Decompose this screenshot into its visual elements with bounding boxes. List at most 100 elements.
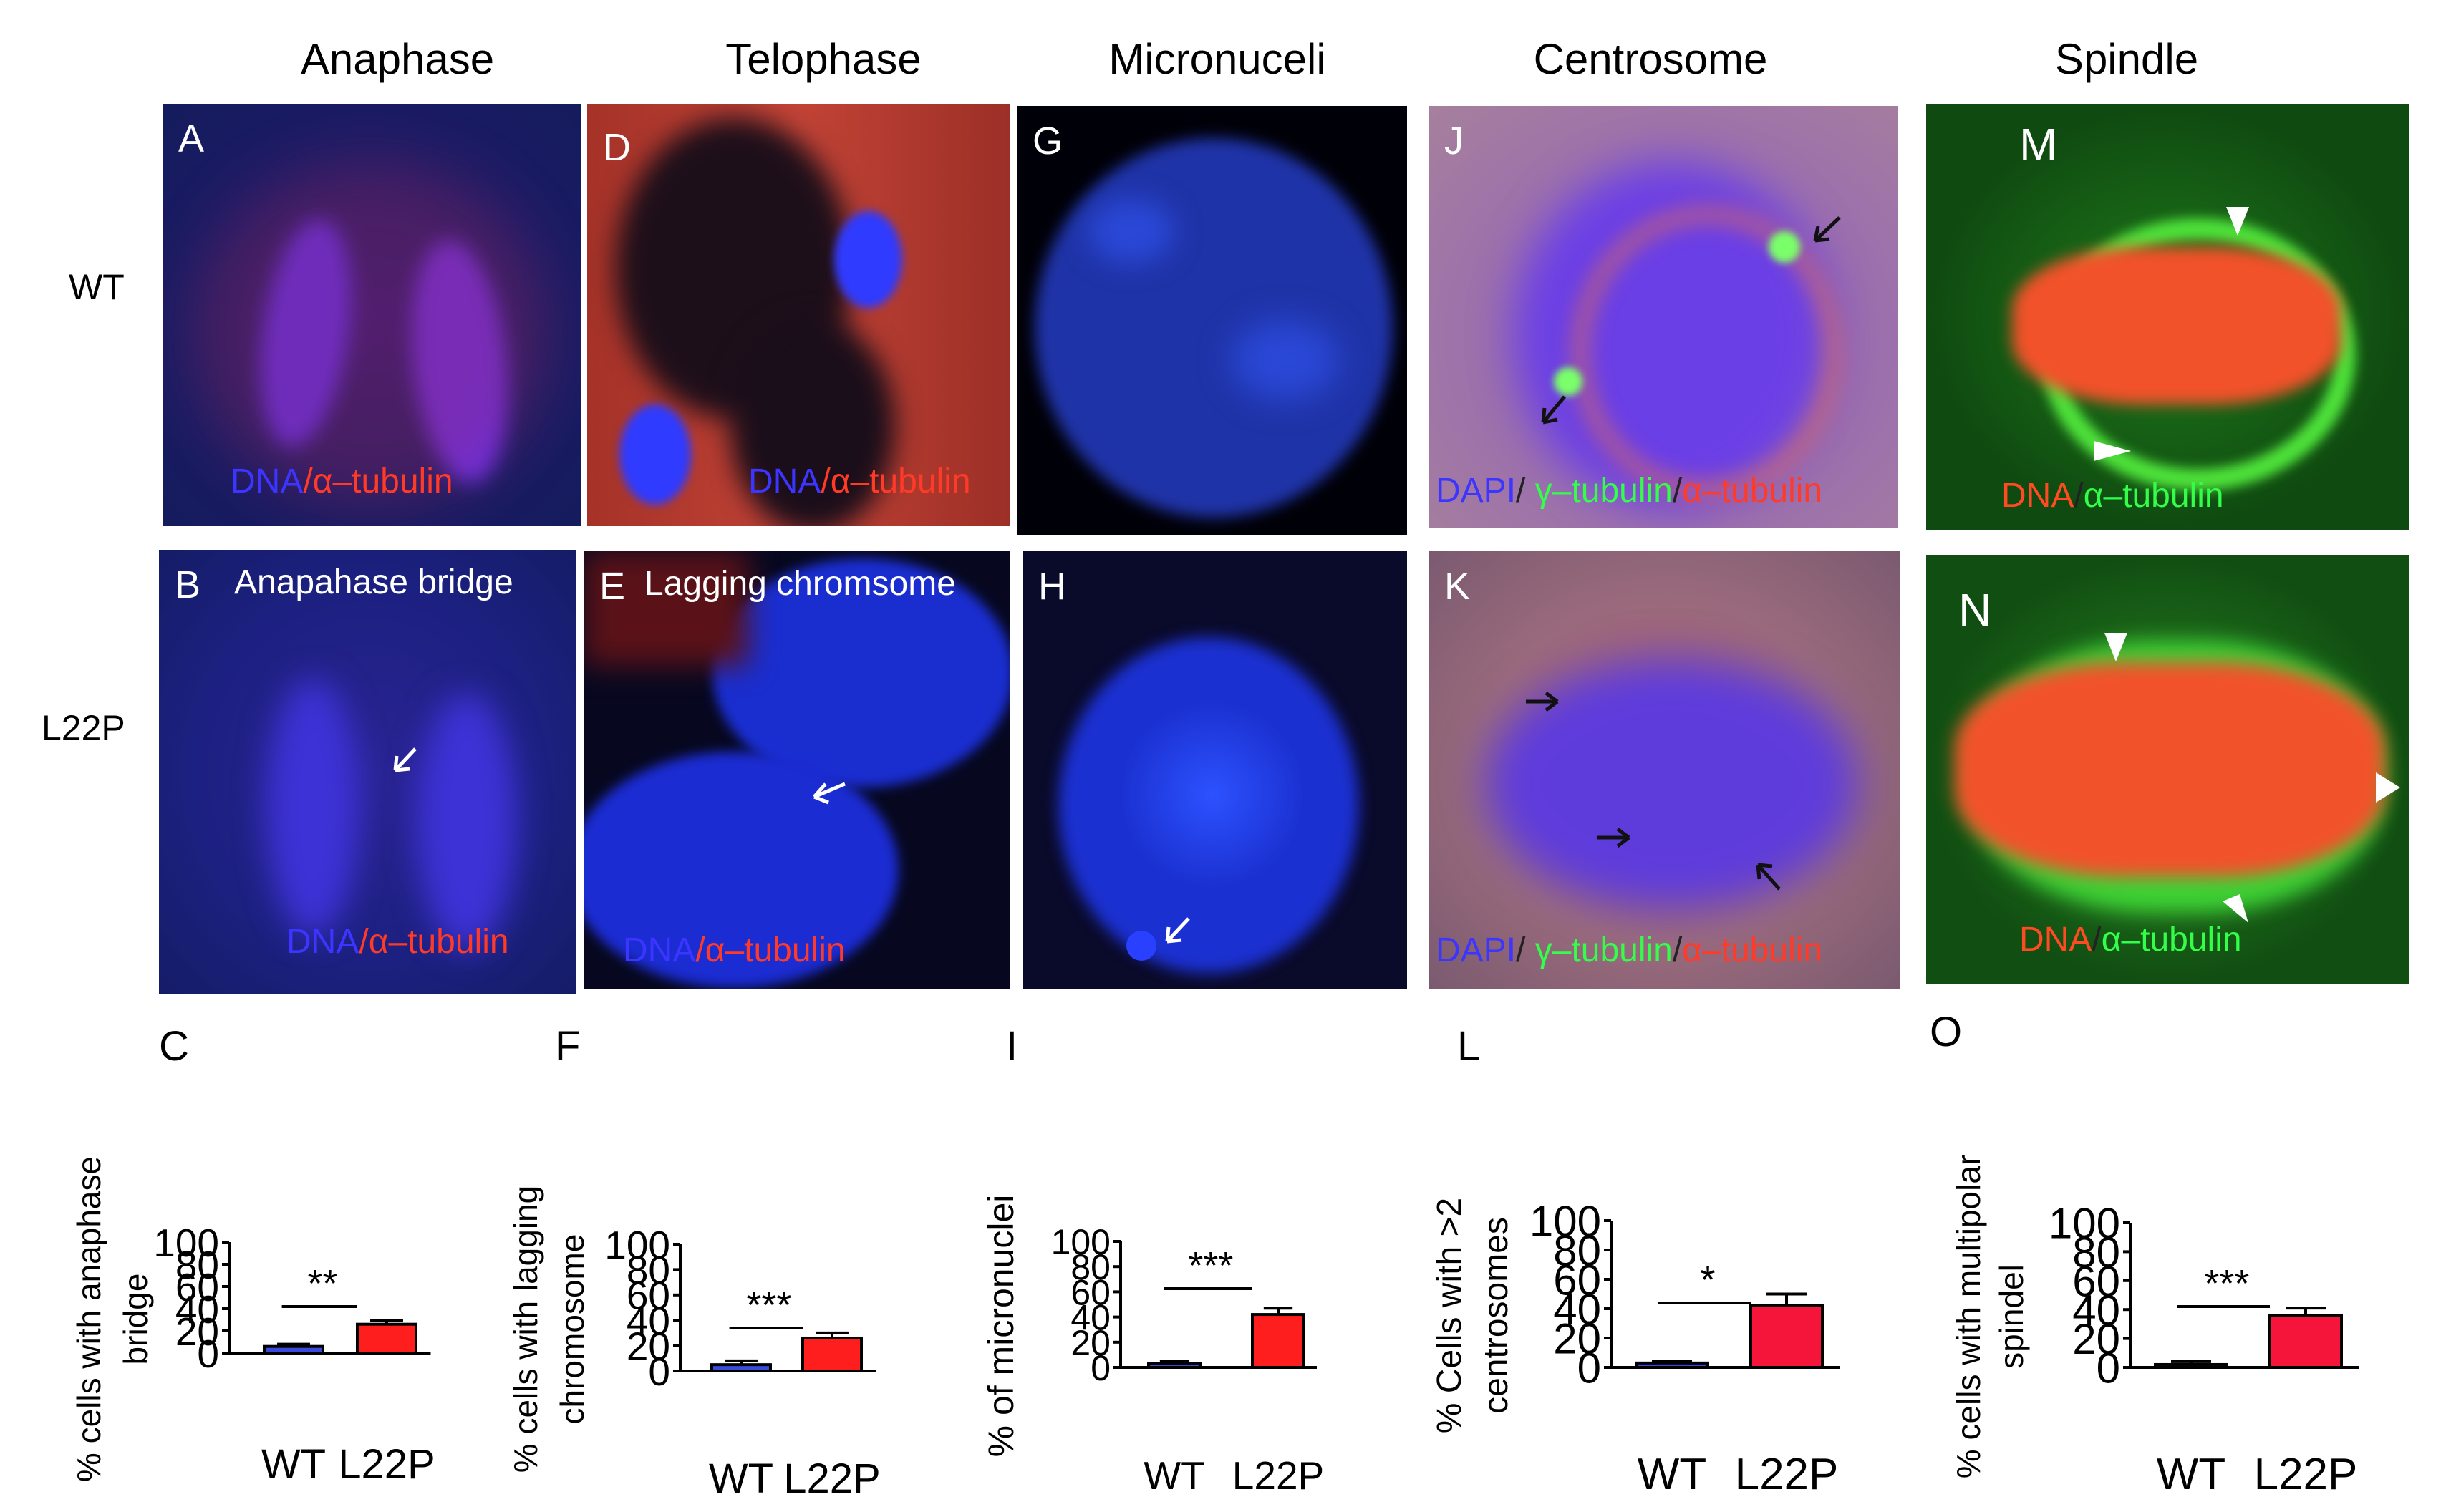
- arrow-icon: [1813, 216, 1841, 243]
- x-category-label: L22P: [338, 1441, 435, 1488]
- y-tick-label: 20: [1070, 1323, 1111, 1363]
- panel-letter-b: B: [175, 563, 201, 606]
- y-axis-label: spindel: [1993, 1264, 2030, 1369]
- y-axis-label: chromosome: [554, 1234, 591, 1425]
- y-tick-label: 40: [627, 1299, 670, 1343]
- y-tick-label: 80: [1553, 1227, 1601, 1275]
- column-header-telophase: Telophase: [725, 35, 922, 83]
- x-category-label: WT: [1144, 1453, 1205, 1498]
- stain-label-n: DNA/α–tubulin: [2019, 921, 2242, 959]
- arrowhead-icon: [2094, 441, 2131, 461]
- y-axis-label: % cells with anaphase: [70, 1156, 107, 1482]
- panel-letter-a: A: [178, 117, 205, 160]
- micrograph-panel-k: K DAPI/ γ–tubulin/α–tubulin: [1429, 551, 1900, 989]
- y-tick-label: 100: [2049, 1200, 2120, 1248]
- significance-stars: **: [307, 1262, 337, 1305]
- significance-stars: *: [1700, 1259, 1715, 1302]
- micrograph-panel-d: D DNA/α–tubulin: [587, 104, 1010, 526]
- bar-wt: [1147, 1362, 1202, 1370]
- y-tick-label: 20: [1553, 1315, 1601, 1363]
- panel-letter-g: G: [1033, 120, 1063, 163]
- y-axis-label: % of micronuclei: [981, 1195, 1021, 1458]
- column-header-spindle: Spindle: [2054, 35, 2199, 83]
- y-axis-label: % Cells with >2: [1431, 1198, 1469, 1433]
- y-tick-label: 40: [1553, 1286, 1601, 1334]
- micrograph-panel-g: G: [1017, 106, 1407, 536]
- stain-label-d: DNA/α–tubulin: [748, 462, 971, 500]
- panel-letter-o: O: [1930, 1009, 1963, 1055]
- stain-label-k: DAPI/ γ–tubulin/α–tubulin: [1436, 931, 1823, 969]
- arrow-icon: [813, 782, 846, 805]
- x-category-label: L22P: [1232, 1453, 1324, 1498]
- bar-wt: [1635, 1361, 1709, 1370]
- arrowhead-icon: [2226, 207, 2249, 236]
- x-category-label: WT: [709, 1455, 773, 1502]
- y-tick-label: 60: [627, 1274, 670, 1318]
- y-tick-label: 60: [2072, 1257, 2120, 1305]
- y-tick-label: 0: [1091, 1348, 1111, 1388]
- stain-label-b: DNA/α–tubulin: [286, 923, 509, 961]
- micrograph-panel-h: H: [1023, 551, 1407, 989]
- significance-stars: ***: [746, 1284, 791, 1327]
- arrowhead-icon: [2223, 894, 2248, 923]
- y-axis-label: % cells with multipolar: [1950, 1155, 1987, 1478]
- y-tick-label: 0: [648, 1349, 670, 1394]
- row-label-wt: WT: [69, 267, 125, 307]
- arrowhead-icon: [2376, 772, 2400, 803]
- arrow-icon: [1541, 395, 1566, 425]
- y-axis-label: % cells with lagging: [507, 1186, 544, 1473]
- y-tick-label: 80: [627, 1248, 670, 1292]
- bar-wt: [710, 1363, 772, 1372]
- panel-letter-m: M: [2019, 119, 2058, 170]
- y-tick-label: 80: [2072, 1228, 2120, 1276]
- panel-caption-e: Lagging chromsome: [644, 565, 956, 603]
- y-tick-label: 0: [1577, 1344, 1601, 1392]
- x-category-label: L22P: [783, 1455, 880, 1502]
- bar-l22p: [801, 1336, 863, 1373]
- x-category-label: L22P: [1735, 1450, 1839, 1499]
- arrowhead-icon: [2104, 633, 2127, 662]
- y-tick-label: 100: [1529, 1198, 1601, 1246]
- y-tick-label: 40: [175, 1287, 219, 1332]
- panel-letter-c: C: [159, 1023, 189, 1070]
- x-category-label: L22P: [2254, 1450, 2358, 1499]
- arrow-icon: [1597, 828, 1630, 848]
- panel-letter-d: D: [603, 126, 631, 169]
- y-tick-label: 20: [175, 1309, 219, 1354]
- column-header-centrosome: Centrosome: [1533, 35, 1768, 83]
- panel-letter-i: I: [1006, 1023, 1018, 1070]
- x-category-label: WT: [2157, 1450, 2225, 1499]
- micrograph-panel-a: A DNA/α–tubulin: [163, 104, 581, 526]
- panel-letter-k: K: [1444, 565, 1471, 608]
- y-axis-label: bridge: [117, 1274, 154, 1365]
- arrow-icon: [1756, 863, 1781, 891]
- arrow-icon: [1165, 917, 1190, 944]
- y-tick-label: 60: [175, 1265, 219, 1309]
- row-label-l22p: L22P: [42, 708, 125, 748]
- panel-letter-l: L: [1457, 1023, 1481, 1070]
- bar-wt: [263, 1344, 324, 1355]
- panel-letter-h: H: [1038, 565, 1066, 608]
- significance-stars: ***: [2204, 1262, 2249, 1305]
- arrow-icon: [1526, 692, 1559, 712]
- bar-l22p: [1749, 1304, 1824, 1369]
- y-tick-label: 100: [1051, 1222, 1111, 1262]
- stain-label-e: DNA/α–tubulin: [623, 931, 846, 969]
- panel-letter-n: N: [1958, 584, 1992, 636]
- y-tick-label: 40: [2072, 1286, 2120, 1334]
- y-axis-label: centrosomes: [1477, 1217, 1515, 1414]
- micrograph-panel-m: M DNA/α–tubulin: [1926, 104, 2409, 530]
- y-tick-label: 20: [627, 1324, 670, 1368]
- y-tick-label: 100: [604, 1223, 670, 1267]
- y-tick-label: 80: [1070, 1247, 1111, 1287]
- micrograph-panel-j: J DAPI/ γ–tubulin/α–tubulin: [1429, 106, 1898, 528]
- y-tick-label: 40: [1070, 1298, 1111, 1338]
- bar-l22p: [1251, 1313, 1305, 1369]
- y-tick-label: 0: [2097, 1344, 2120, 1392]
- panel-letter-e: E: [599, 565, 626, 608]
- micrograph-panel-b: B Anapahase bridge DNA/α–tubulin: [159, 550, 576, 994]
